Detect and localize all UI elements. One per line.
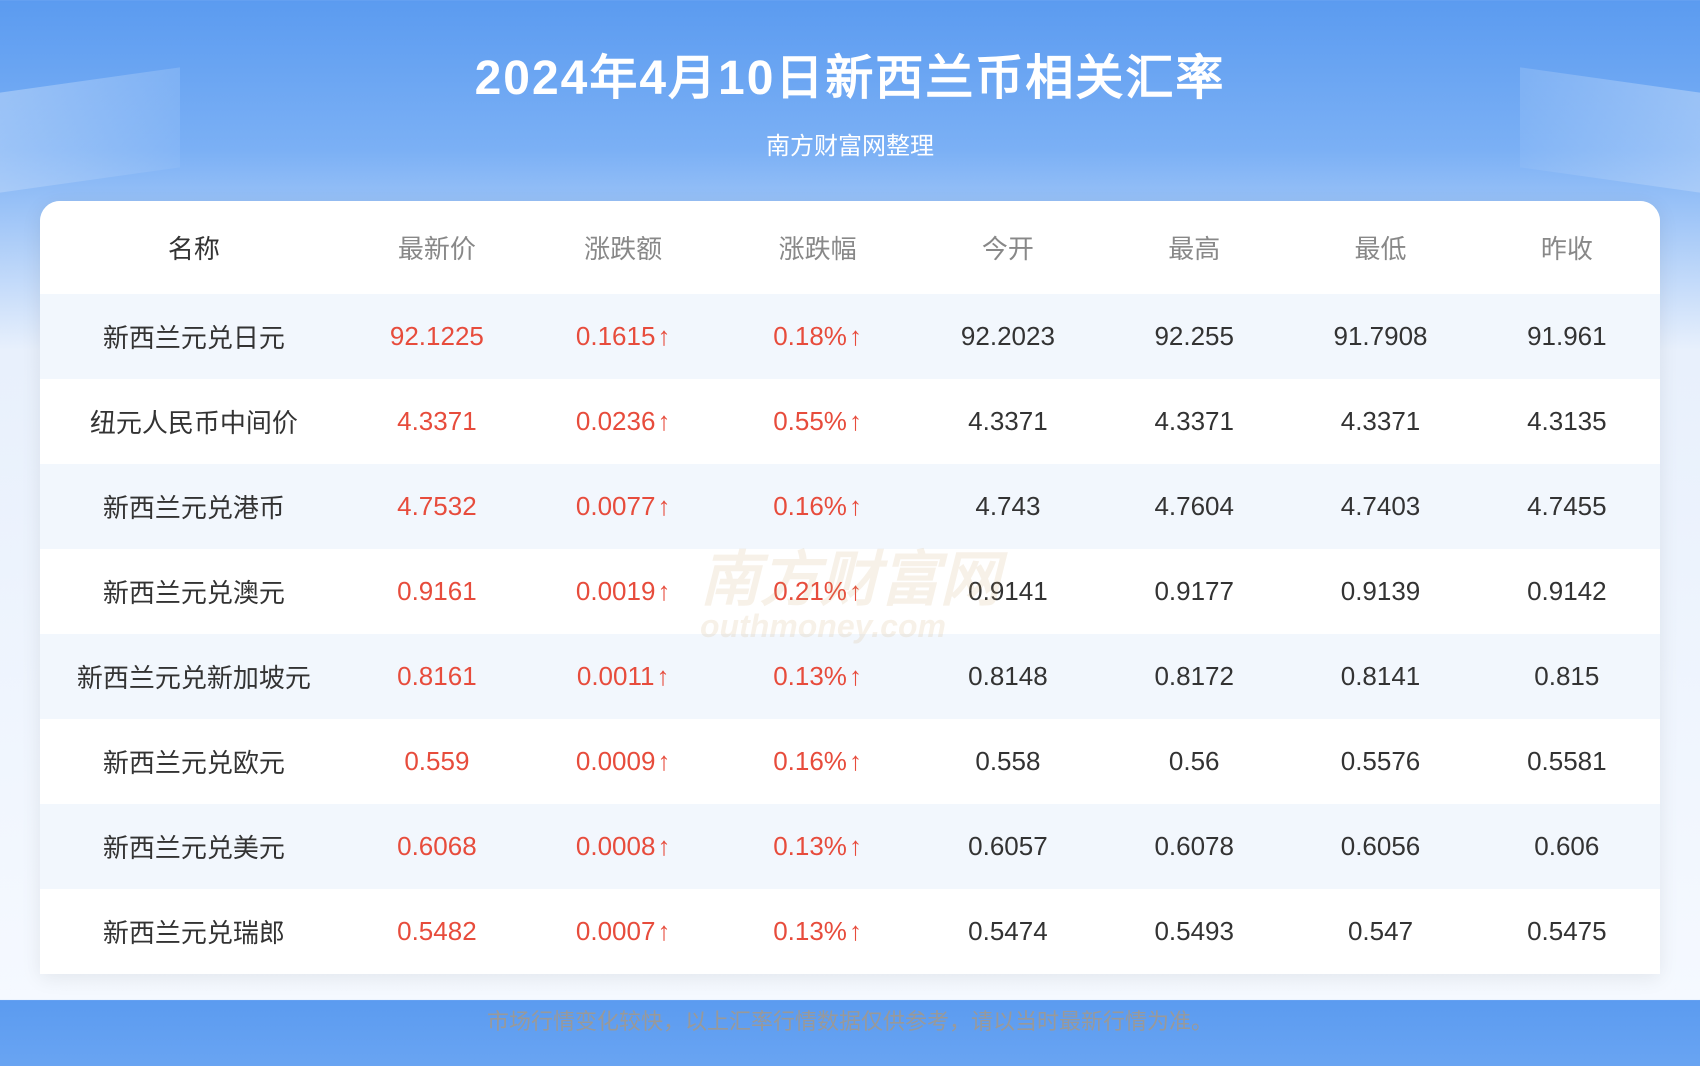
cell-close: 0.9142 bbox=[1474, 549, 1660, 634]
table-row: 新西兰元兑美元 0.6068 0.0008 0.13% 0.6057 0.607… bbox=[40, 804, 1660, 889]
cell-open: 0.6057 bbox=[915, 804, 1101, 889]
cell-name: 新西兰元兑日元 bbox=[40, 294, 348, 379]
cell-name: 新西兰元兑新加坡元 bbox=[40, 634, 348, 719]
cell-pct: 0.16% bbox=[720, 719, 914, 804]
cell-open: 0.558 bbox=[915, 719, 1101, 804]
page-title: 2024年4月10日新西兰币相关汇率 bbox=[0, 38, 1700, 108]
table-header-row: 名称 最新价 涨跌额 涨跌幅 今开 最高 最低 昨收 bbox=[40, 201, 1660, 294]
rate-table: 名称 最新价 涨跌额 涨跌幅 今开 最高 最低 昨收 新西兰元兑日元 92.12… bbox=[40, 201, 1660, 974]
cell-change: 0.0008 bbox=[526, 804, 720, 889]
cell-pct: 0.21% bbox=[720, 549, 914, 634]
cell-price: 0.5482 bbox=[348, 889, 526, 974]
cell-low: 0.547 bbox=[1287, 889, 1473, 974]
cell-open: 0.9141 bbox=[915, 549, 1101, 634]
table-row: 新西兰元兑港币 4.7532 0.0077 0.16% 4.743 4.7604… bbox=[40, 464, 1660, 549]
cell-low: 0.5576 bbox=[1287, 719, 1473, 804]
cell-low: 0.8141 bbox=[1287, 634, 1473, 719]
cell-change: 0.0019 bbox=[526, 549, 720, 634]
cell-close: 0.5581 bbox=[1474, 719, 1660, 804]
cell-low: 91.7908 bbox=[1287, 294, 1473, 379]
cell-pct: 0.55% bbox=[720, 379, 914, 464]
header: 2024年4月10日新西兰币相关汇率 南方财富网整理 bbox=[0, 0, 1700, 181]
cell-open: 4.743 bbox=[915, 464, 1101, 549]
cell-high: 0.6078 bbox=[1101, 804, 1287, 889]
cell-close: 0.606 bbox=[1474, 804, 1660, 889]
cell-high: 0.5493 bbox=[1101, 889, 1287, 974]
cell-low: 4.7403 bbox=[1287, 464, 1473, 549]
cell-open: 0.8148 bbox=[915, 634, 1101, 719]
table-body: 新西兰元兑日元 92.1225 0.1615 0.18% 92.2023 92.… bbox=[40, 294, 1660, 974]
cell-change: 0.0009 bbox=[526, 719, 720, 804]
col-header-high: 最高 bbox=[1101, 201, 1287, 294]
table-row: 新西兰元兑日元 92.1225 0.1615 0.18% 92.2023 92.… bbox=[40, 294, 1660, 379]
cell-name: 新西兰元兑欧元 bbox=[40, 719, 348, 804]
col-header-low: 最低 bbox=[1287, 201, 1473, 294]
cell-open: 92.2023 bbox=[915, 294, 1101, 379]
table-row: 纽元人民币中间价 4.3371 0.0236 0.55% 4.3371 4.33… bbox=[40, 379, 1660, 464]
cell-price: 4.7532 bbox=[348, 464, 526, 549]
cell-close: 4.7455 bbox=[1474, 464, 1660, 549]
cell-name: 新西兰元兑港币 bbox=[40, 464, 348, 549]
cell-price: 92.1225 bbox=[348, 294, 526, 379]
cell-close: 4.3135 bbox=[1474, 379, 1660, 464]
footer-disclaimer: 市场行情变化较快，以上汇率行情数据仅供参考，请以当时最新行情为准。 bbox=[40, 974, 1660, 1066]
cell-price: 0.6068 bbox=[348, 804, 526, 889]
cell-change: 0.0077 bbox=[526, 464, 720, 549]
cell-price: 0.8161 bbox=[348, 634, 526, 719]
table-row: 新西兰元兑欧元 0.559 0.0009 0.16% 0.558 0.56 0.… bbox=[40, 719, 1660, 804]
cell-close: 91.961 bbox=[1474, 294, 1660, 379]
cell-pct: 0.16% bbox=[720, 464, 914, 549]
cell-price: 4.3371 bbox=[348, 379, 526, 464]
cell-pct: 0.18% bbox=[720, 294, 914, 379]
cell-change: 0.0011 bbox=[526, 634, 720, 719]
cell-high: 0.56 bbox=[1101, 719, 1287, 804]
cell-close: 0.815 bbox=[1474, 634, 1660, 719]
table-row: 新西兰元兑澳元 0.9161 0.0019 0.21% 0.9141 0.917… bbox=[40, 549, 1660, 634]
cell-pct: 0.13% bbox=[720, 804, 914, 889]
table-row: 新西兰元兑瑞郎 0.5482 0.0007 0.13% 0.5474 0.549… bbox=[40, 889, 1660, 974]
cell-change: 0.0236 bbox=[526, 379, 720, 464]
cell-low: 0.9139 bbox=[1287, 549, 1473, 634]
cell-high: 4.3371 bbox=[1101, 379, 1287, 464]
col-header-price: 最新价 bbox=[348, 201, 526, 294]
rate-table-container: 南方财富网 outhmoney.com 名称 最新价 涨跌额 涨跌幅 今开 最高… bbox=[40, 201, 1660, 974]
cell-open: 4.3371 bbox=[915, 379, 1101, 464]
cell-high: 92.255 bbox=[1101, 294, 1287, 379]
cell-price: 0.559 bbox=[348, 719, 526, 804]
cell-close: 0.5475 bbox=[1474, 889, 1660, 974]
col-header-close: 昨收 bbox=[1474, 201, 1660, 294]
col-header-pct: 涨跌幅 bbox=[720, 201, 914, 294]
cell-open: 0.5474 bbox=[915, 889, 1101, 974]
cell-change: 0.0007 bbox=[526, 889, 720, 974]
cell-pct: 0.13% bbox=[720, 634, 914, 719]
cell-name: 新西兰元兑澳元 bbox=[40, 549, 348, 634]
cell-price: 0.9161 bbox=[348, 549, 526, 634]
cell-low: 0.6056 bbox=[1287, 804, 1473, 889]
cell-name: 纽元人民币中间价 bbox=[40, 379, 348, 464]
cell-high: 0.8172 bbox=[1101, 634, 1287, 719]
cell-low: 4.3371 bbox=[1287, 379, 1473, 464]
col-header-open: 今开 bbox=[915, 201, 1101, 294]
cell-high: 4.7604 bbox=[1101, 464, 1287, 549]
cell-pct: 0.13% bbox=[720, 889, 914, 974]
table-row: 新西兰元兑新加坡元 0.8161 0.0011 0.13% 0.8148 0.8… bbox=[40, 634, 1660, 719]
cell-high: 0.9177 bbox=[1101, 549, 1287, 634]
col-header-change: 涨跌额 bbox=[526, 201, 720, 294]
cell-change: 0.1615 bbox=[526, 294, 720, 379]
cell-name: 新西兰元兑美元 bbox=[40, 804, 348, 889]
page-subtitle: 南方财富网整理 bbox=[0, 126, 1700, 161]
cell-name: 新西兰元兑瑞郎 bbox=[40, 889, 348, 974]
col-header-name: 名称 bbox=[40, 201, 348, 294]
